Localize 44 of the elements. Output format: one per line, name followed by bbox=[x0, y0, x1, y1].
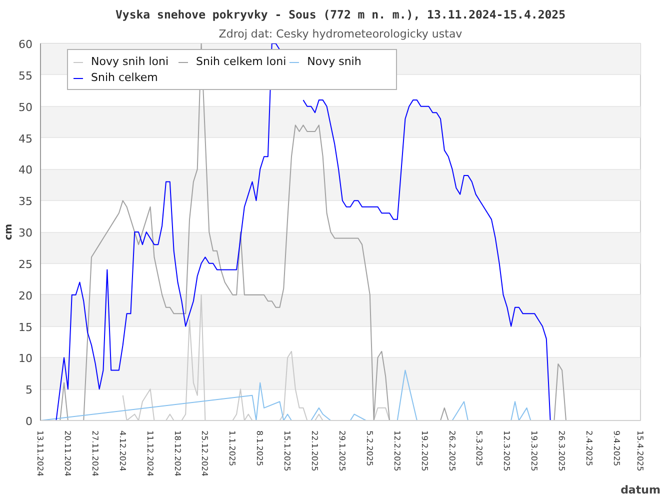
chart-title: Vyska snehove pokryvky - Sous (772 m n. m.), 13.11.2024-15.4.2025 bbox=[115, 8, 566, 22]
y-tick-label: 25 bbox=[18, 258, 33, 271]
x-tick-label: 22.1.2025 bbox=[310, 430, 320, 472]
x-tick-label: 4.12.2024 bbox=[118, 430, 127, 472]
x-tick-label: 11.12.2024 bbox=[145, 430, 154, 476]
x-tick-label: 26.3.2025 bbox=[557, 430, 566, 472]
y-tick-label: 50 bbox=[18, 100, 33, 114]
x-tick-label: 5.3.2025 bbox=[474, 430, 484, 466]
y-tick-label: 5 bbox=[26, 384, 32, 397]
x-tick-label: 20.11.2024 bbox=[62, 430, 72, 476]
y-axis-title: cm bbox=[4, 224, 15, 240]
legend-label: Snih celkem bbox=[91, 71, 159, 84]
x-tick-label: 12.3.2025 bbox=[502, 430, 512, 472]
x-tick-label: 27.11.2024 bbox=[90, 430, 100, 476]
x-tick-label: 25.12.2024 bbox=[200, 430, 210, 476]
chart-subtitle: Zdroj dat: Cesky hydrometeorologicky ustav bbox=[218, 28, 463, 40]
x-tick-label: 19.2.2025 bbox=[420, 430, 429, 472]
y-tick-label: 45 bbox=[18, 132, 33, 146]
y-tick-label: 60 bbox=[18, 38, 33, 51]
x-tick-label: 19.3.2025 bbox=[530, 430, 539, 472]
x-tick-label: 18.12.2024 bbox=[172, 430, 182, 476]
x-tick-label: 26.2.2025 bbox=[447, 430, 456, 472]
x-tick-label: 9.4.2025 bbox=[612, 430, 621, 466]
y-tick-label: 35 bbox=[18, 195, 33, 208]
legend-label: Novy snih bbox=[307, 55, 362, 68]
legend-label: Novy snih loni bbox=[91, 55, 170, 68]
x-tick-label: 2.4.2025 bbox=[584, 430, 594, 466]
x-tick-label: 12.2.2025 bbox=[392, 430, 402, 472]
x-tick-label: 8.1.2025 bbox=[255, 430, 264, 466]
y-tick-label: 30 bbox=[18, 226, 33, 240]
x-tick-label: 15.1.2025 bbox=[282, 430, 292, 472]
x-tick-label: 1.1.2025 bbox=[228, 430, 237, 466]
y-tick-label: 15 bbox=[18, 320, 33, 334]
x-tick-label: 13.11.2024 bbox=[36, 430, 44, 476]
y-tick-label: 10 bbox=[18, 352, 33, 366]
x-tick-label: 15.4.2025 bbox=[636, 430, 644, 472]
x-tick-label: 5.2.2025 bbox=[364, 430, 374, 466]
x-tick-label: 29.1.2025 bbox=[337, 430, 346, 472]
y-tick-label: 20 bbox=[18, 289, 33, 302]
y-tick-label: 55 bbox=[18, 69, 33, 82]
legend-label: Snih celkem loni bbox=[196, 55, 286, 68]
y-tick-label: 0 bbox=[26, 415, 32, 428]
y-tick-label: 40 bbox=[18, 164, 33, 177]
x-axis-title: datum bbox=[620, 483, 660, 496]
